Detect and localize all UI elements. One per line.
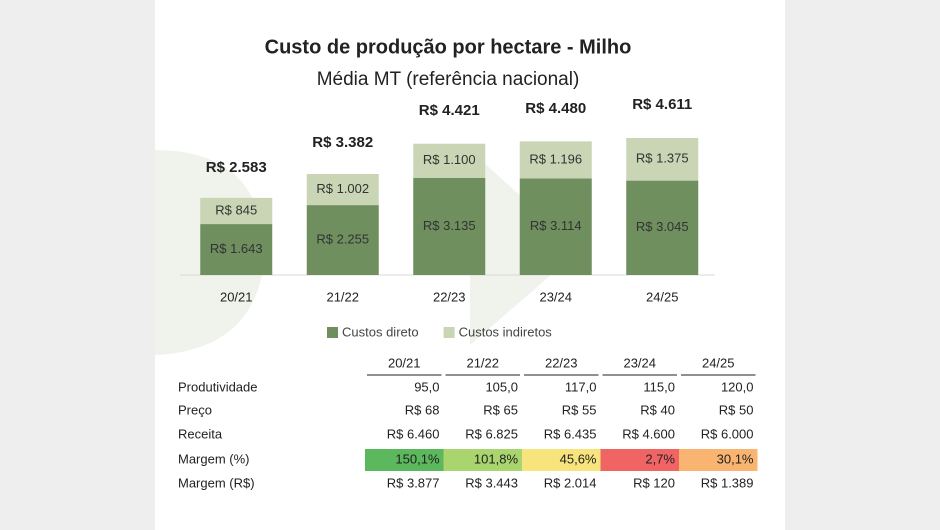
bar-segment [200,197,273,225]
x-tick-label: 22/23 [433,289,466,304]
cell-fill [443,449,522,471]
row-label: Preço [178,402,212,417]
chart-subtitle: Média MT (referência nacional) [317,69,580,90]
value-label: R$ 3.045 [636,219,689,234]
chart-title: Custo de produção por hectare - Milho [265,36,632,58]
table-cell: 150,1% [395,451,440,466]
table-cell: R$ 6.460 [387,426,440,441]
x-tick-label: 24/25 [646,289,679,304]
bar-segment [306,174,379,206]
table-cell: R$ 68 [405,402,440,417]
table-cell: R$ 3.877 [387,475,440,490]
legend-label: Custos indiretos [459,324,553,339]
total-label: R$ 2.583 [206,159,267,176]
x-tick-label: 21/22 [326,289,359,304]
bar-segment [626,137,699,181]
table-cell: 105,0 [485,379,518,394]
cell-fill [522,449,601,471]
table-cell: R$ 6.435 [544,426,597,441]
table-cell: R$ 65 [483,402,518,417]
x-tick-label: 23/24 [539,289,572,304]
value-label: R$ 1.196 [529,151,582,166]
table-cell: 45,6% [560,451,597,466]
table-cell: 101,8% [474,451,519,466]
table-cell: R$ 3.443 [465,475,518,490]
row-label: Margem (R$) [178,475,255,490]
value-label: R$ 1.643 [210,241,263,256]
table-cell: R$ 40 [640,402,675,417]
table-header: 20/21 [388,355,421,370]
bar-segment [200,224,273,275]
bar-segment [519,178,592,275]
table-cell: 115,0 [643,379,675,394]
legend-swatch [327,327,338,338]
value-label: R$ 1.100 [423,152,476,167]
table-cell: 2,7% [645,451,675,466]
table-cell: R$ 120 [633,475,675,490]
table-cell: R$ 2.014 [544,475,597,490]
table-cell: R$ 4.600 [622,426,675,441]
value-label: R$ 1.375 [636,151,689,166]
bar-segment [413,143,486,178]
bar-segment [519,141,592,179]
value-label: R$ 2.255 [316,231,369,246]
total-label: R$ 4.421 [419,102,480,119]
value-label: R$ 845 [215,202,257,217]
bar-segment [413,177,486,275]
table-cell: 95,0 [414,379,439,394]
bar-segment [306,205,379,275]
value-label: R$ 3.135 [423,218,476,233]
legend-swatch [443,327,455,338]
cell-fill [600,449,679,471]
table-cell: 117,0 [565,379,597,394]
table-cell: R$ 1.389 [701,475,754,490]
table-header: 22/23 [545,355,578,370]
total-label: R$ 3.382 [312,134,373,151]
table-header: 21/22 [466,355,499,370]
total-label: R$ 4.480 [525,100,586,117]
table-header: 24/25 [702,355,735,370]
row-label: Margem (%) [178,451,250,466]
table-cell: R$ 6.000 [701,426,754,441]
table-header: 23/24 [623,355,656,370]
bar-segment [626,180,699,275]
legend-label: Custos direto [342,324,419,339]
row-label: Receita [178,426,223,441]
value-label: R$ 1.002 [316,181,369,196]
x-tick-label: 20/21 [220,289,253,304]
value-label: R$ 3.114 [530,218,582,233]
cell-fill [365,449,444,471]
table-cell: R$ 6.825 [465,426,518,441]
table-cell: R$ 55 [562,402,597,417]
total-label: R$ 4.611 [632,96,692,113]
table-cell: 120,0 [721,379,754,394]
row-label: Produtividade [178,379,258,394]
table-cell: R$ 50 [719,402,754,417]
cell-fill [679,449,758,471]
table-cell: 30,1% [717,451,754,466]
